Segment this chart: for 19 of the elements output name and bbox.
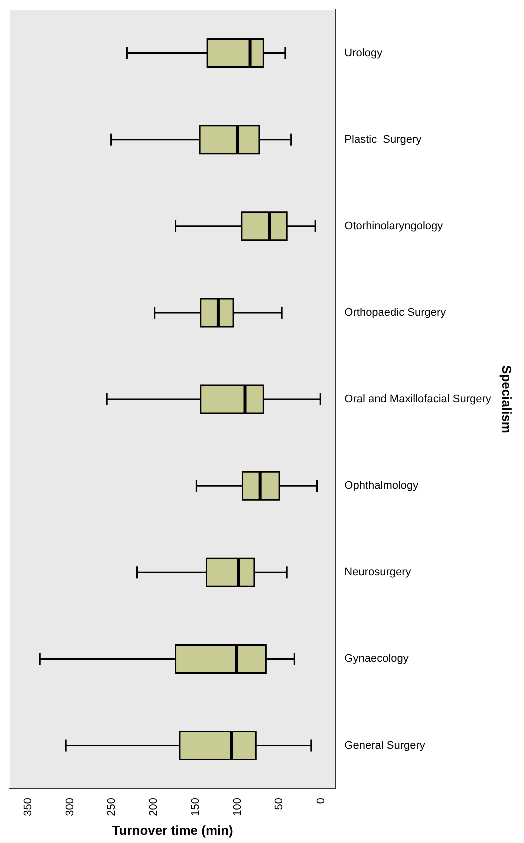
x-tick-label: 150 bbox=[190, 798, 202, 816]
y-axis-title: Specialism bbox=[500, 366, 515, 434]
y-tick-label: Urology bbox=[344, 47, 384, 60]
x-tick-label: 300 bbox=[64, 798, 76, 816]
y-tick-label: Orthopaedic Surgery bbox=[344, 306, 447, 319]
y-tick-label: General Surgery bbox=[344, 740, 426, 752]
y-tick-label: Neurosurgery bbox=[344, 566, 412, 579]
y-tick-label: Oral and Maxillofacial Surgery bbox=[344, 394, 492, 406]
x-tick-label: 200 bbox=[148, 798, 160, 816]
x-tick-label: 350 bbox=[22, 798, 34, 816]
x-tick-label: 250 bbox=[106, 798, 118, 816]
x-tick-label: 0 bbox=[315, 798, 328, 804]
y-tick-label: Otorhinolaryngology bbox=[344, 220, 444, 232]
y-tick-label: Plastic Surgery bbox=[344, 134, 422, 146]
y-tick-label: Ophthalmology bbox=[344, 480, 420, 492]
y-tick-label: Gynaecology bbox=[344, 653, 410, 666]
x-axis-title: Turnover time (min) bbox=[112, 822, 234, 838]
x-tick-label: 100 bbox=[232, 798, 244, 816]
x-tick-label: 50 bbox=[274, 798, 286, 810]
